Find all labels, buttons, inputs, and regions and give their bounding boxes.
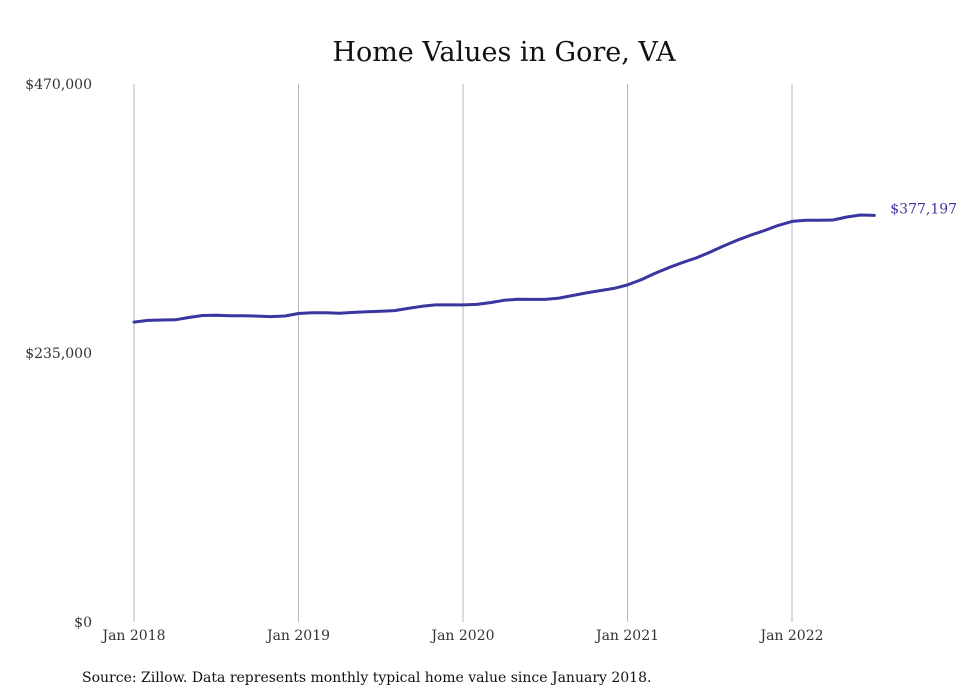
y-tick-label: $470,000 [25, 77, 92, 93]
x-tick-label: Jan 2022 [758, 628, 823, 644]
x-tick-label: Jan 2020 [429, 628, 494, 644]
x-tick-label: Jan 2021 [594, 628, 659, 644]
chart-title: Home Values in Gore, VA [332, 37, 676, 68]
x-axis-labels: Jan 2018 Jan 2019 Jan 2020 Jan 2021 Jan 2022 [100, 628, 823, 644]
end-value-label: $377,197 [890, 201, 957, 217]
series-line [132, 213, 876, 324]
y-tick-label: $235,000 [25, 346, 92, 362]
grid-lines [133, 84, 793, 622]
y-tick-label: $0 [74, 615, 92, 631]
y-axis-labels: $0 $235,000 $470,000 [25, 77, 92, 631]
x-tick-label: Jan 2019 [265, 628, 330, 644]
x-tick-label: Jan 2018 [100, 628, 165, 644]
source-note: Source: Zillow. Data represents monthly … [82, 670, 651, 686]
